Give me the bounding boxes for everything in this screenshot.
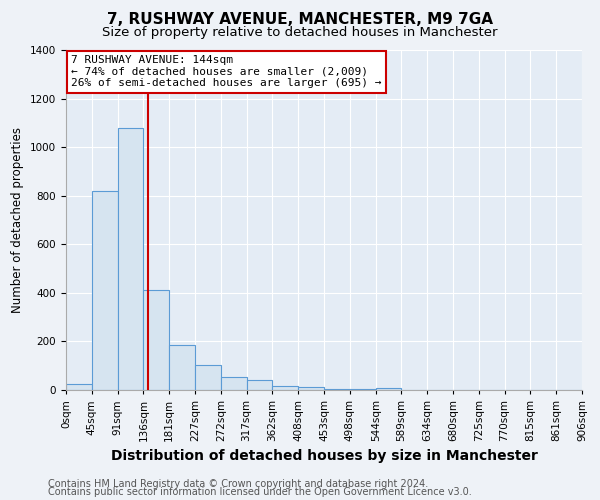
Text: 7 RUSHWAY AVENUE: 144sqm
← 74% of detached houses are smaller (2,009)
26% of sem: 7 RUSHWAY AVENUE: 144sqm ← 74% of detach… [71,55,382,88]
Y-axis label: Number of detached properties: Number of detached properties [11,127,25,313]
Bar [376,388,401,390]
Text: Contains public sector information licensed under the Open Government Licence v3: Contains public sector information licen… [48,487,472,497]
Text: Size of property relative to detached houses in Manchester: Size of property relative to detached ho… [102,26,498,39]
Bar [272,386,298,390]
Bar [221,376,247,390]
Text: Contains HM Land Registry data © Crown copyright and database right 2024.: Contains HM Land Registry data © Crown c… [48,479,428,489]
Bar [324,389,350,390]
Bar [247,380,272,390]
Bar [66,384,92,390]
Bar [92,191,118,390]
Bar [143,290,169,390]
Bar [298,387,324,390]
Bar [195,364,221,390]
Bar [169,345,195,390]
Bar [118,128,143,390]
X-axis label: Distribution of detached houses by size in Manchester: Distribution of detached houses by size … [110,450,538,464]
Text: 7, RUSHWAY AVENUE, MANCHESTER, M9 7GA: 7, RUSHWAY AVENUE, MANCHESTER, M9 7GA [107,12,493,28]
